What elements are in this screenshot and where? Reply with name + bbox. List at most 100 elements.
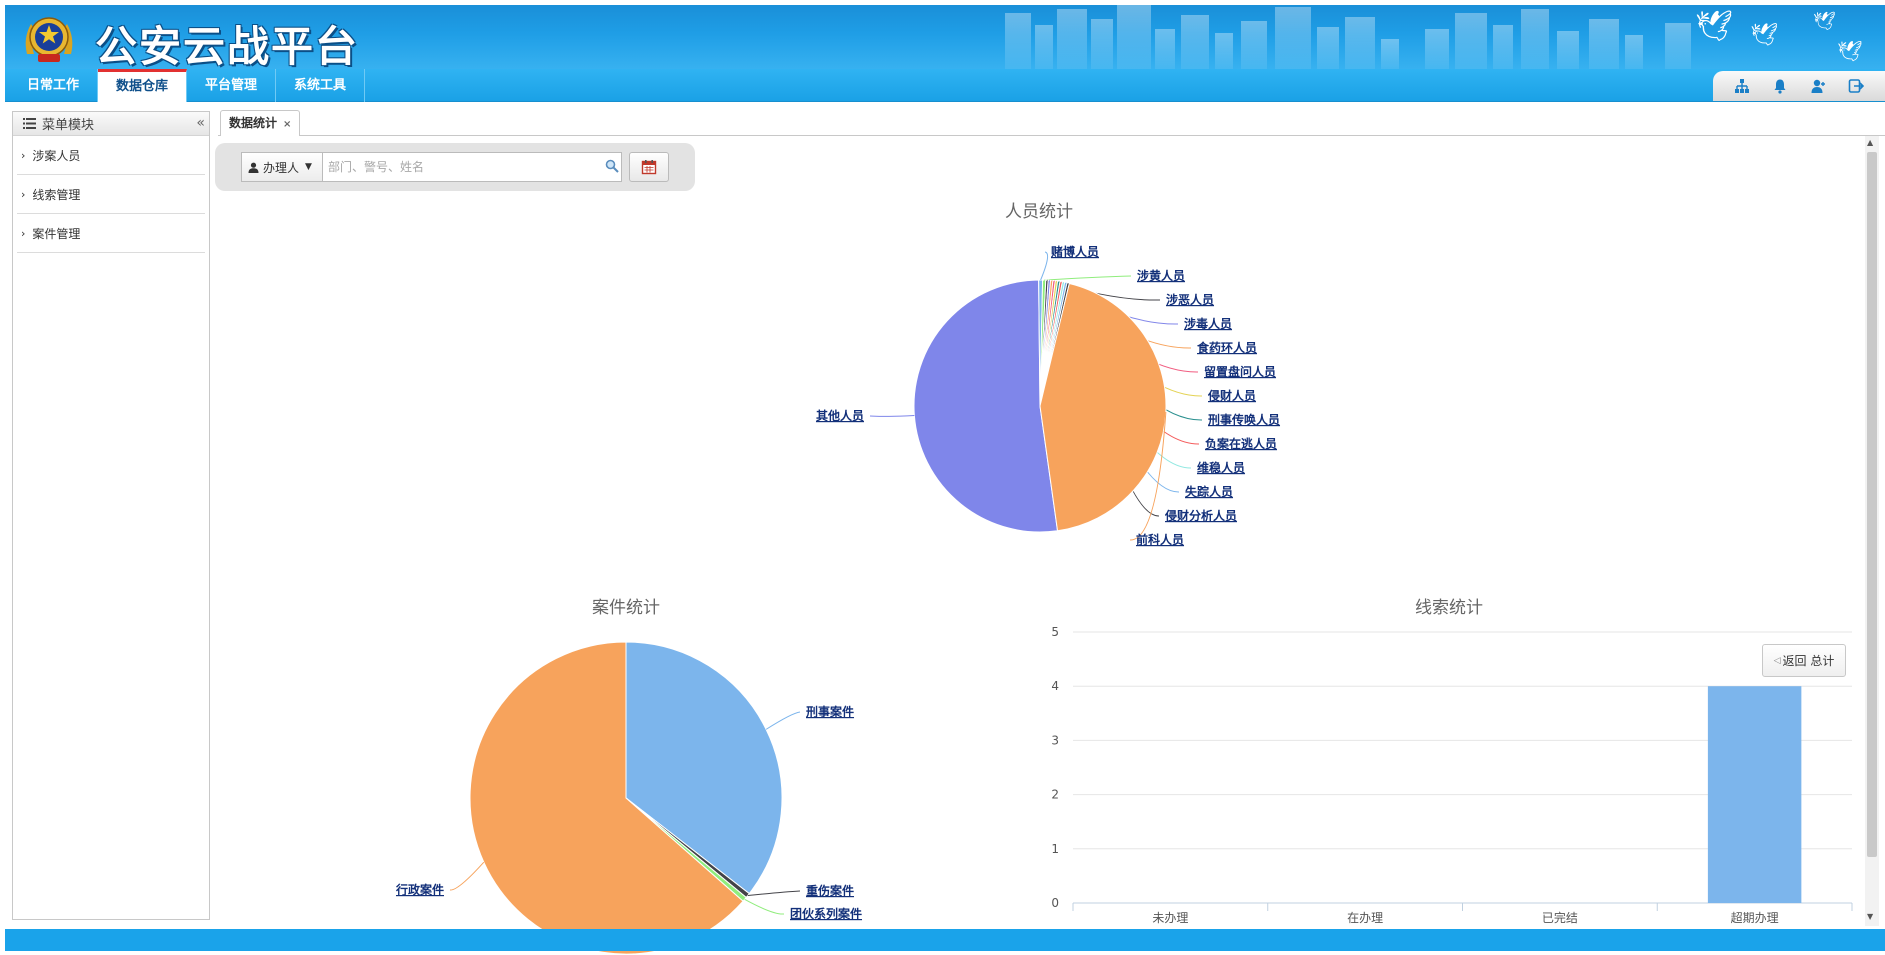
pie-label[interactable]: 涉毒人员 <box>1184 316 1232 331</box>
handler-select[interactable]: 办理人 ▼ <box>241 152 323 182</box>
pie-label[interactable]: 刑事传唤人员 <box>1208 412 1280 427</box>
pie-connector <box>1066 283 1179 492</box>
org-chart-icon[interactable] <box>1731 75 1753 97</box>
pie-slice[interactable] <box>1040 283 1069 406</box>
content-scrollbar[interactable]: ▲ ▼ <box>1865 136 1879 926</box>
pie-label[interactable]: 失踪人员 <box>1185 484 1233 499</box>
pie-slice[interactable] <box>626 798 749 897</box>
user-icon <box>248 162 259 173</box>
logout-icon[interactable] <box>1845 75 1867 97</box>
search-input[interactable] <box>322 152 622 182</box>
dove-icon: 🕊 <box>1750 23 1778 48</box>
pie-connector <box>1044 276 1131 280</box>
pie-slice[interactable] <box>1040 280 1051 406</box>
pie-connector <box>1063 282 1191 468</box>
pie-slice[interactable] <box>1040 281 1058 406</box>
pie-label[interactable]: 侵财人员 <box>1207 388 1256 403</box>
pie-label[interactable]: 刑事案件 <box>806 704 854 719</box>
pie-slice[interactable] <box>1040 280 1046 406</box>
pie-slice[interactable] <box>1040 282 1065 406</box>
pie-connector <box>766 712 800 729</box>
chevron-left-icon: ◁ <box>1774 656 1781 666</box>
nav-tab-data-warehouse[interactable]: 数据仓库 <box>98 69 187 102</box>
tab-data-statistics[interactable]: 数据统计 × <box>220 110 300 136</box>
scroll-up-arrow-icon[interactable]: ▲ <box>1867 138 1873 147</box>
collapse-double-chevron-icon[interactable]: « <box>196 115 205 131</box>
pie-slice[interactable] <box>1040 281 1055 406</box>
chevron-right-icon: › <box>21 227 25 240</box>
scroll-down-arrow-icon[interactable]: ▼ <box>1867 912 1873 921</box>
tab-label: 数据统计 <box>229 116 277 130</box>
x-tick-label: 超期办理 <box>1731 910 1779 925</box>
pie-label[interactable]: 负案在逃人员 <box>1205 436 1277 451</box>
pie-label[interactable]: 赌博人员 <box>1050 244 1099 259</box>
pie-label[interactable]: 侵财分析人员 <box>1164 508 1237 523</box>
handler-select-value: 办理人 <box>263 159 299 176</box>
pie-label[interactable]: 重伤案件 <box>806 883 854 898</box>
y-tick-label: 0 <box>1051 896 1059 910</box>
nav-tab-daily-work[interactable]: 日常工作 <box>9 69 98 102</box>
pie-label[interactable]: 前科人员 <box>1136 532 1184 547</box>
pie-label[interactable]: 涉黄人员 <box>1137 268 1185 283</box>
pie-connector <box>450 862 484 890</box>
chevron-right-icon: › <box>21 149 25 162</box>
pie-label[interactable]: 团伙系列案件 <box>790 906 862 921</box>
pie-label[interactable]: 食药环人员 <box>1196 340 1257 355</box>
pie-label[interactable]: 行政案件 <box>395 882 444 897</box>
pie-connector <box>1049 280 1178 324</box>
pie-connector <box>1054 281 1198 372</box>
sidebar-item-label: 案件管理 <box>32 225 80 242</box>
caret-down-icon: ▼ <box>305 162 312 172</box>
pie-chart-persons: 其他人员 赌博人员涉黄人员涉恶人员涉毒人员食药环人员留置盘问人员侵财人员刑事传唤人… <box>816 244 1280 547</box>
scroll-thumb[interactable] <box>1867 152 1877 857</box>
nav-tab-platform-management[interactable]: 平台管理 <box>187 69 276 102</box>
dove-icon: 🕊 <box>1813 11 1836 32</box>
chevron-right-icon: › <box>21 188 25 201</box>
pie-slice[interactable] <box>626 642 782 894</box>
content-tab-bar: 数据统计 × <box>218 110 1885 136</box>
pie-label[interactable]: 其他人员 <box>816 408 864 423</box>
pie-connector <box>1059 281 1202 420</box>
y-tick-label: 3 <box>1051 733 1059 747</box>
pie-slice[interactable] <box>1040 280 1053 406</box>
bar-chart-clues: 012345未办理在办理已完结超期办理 <box>1051 625 1852 925</box>
chart-title-clues: 线索统计 <box>1415 593 1483 618</box>
pie-connector <box>1130 412 1166 540</box>
pie-slice[interactable] <box>626 798 746 901</box>
nav-tabs: 日常工作 数据仓库 平台管理 系统工具 <box>9 69 365 102</box>
pie-label[interactable]: 涉恶人员 <box>1166 292 1214 307</box>
pie-connector <box>870 415 914 416</box>
pie-slice[interactable] <box>1040 282 1062 406</box>
return-total-button[interactable]: ◁ 返回 总计 <box>1762 644 1846 677</box>
bar[interactable] <box>1708 686 1801 903</box>
pie-slice[interactable] <box>1039 280 1043 406</box>
search-icon[interactable] <box>605 159 619 173</box>
pie-chart-cases: 刑事案件重伤案件团伙系列案件 行政案件 <box>395 642 862 954</box>
sidebar-item-case-management[interactable]: › 案件管理 <box>17 214 205 253</box>
pie-slice[interactable] <box>1040 283 1166 530</box>
sidebar-item-involved-persons[interactable]: › 涉案人员 <box>17 136 205 175</box>
y-tick-label: 4 <box>1051 679 1059 693</box>
pie-slice[interactable] <box>470 642 743 954</box>
y-tick-label: 5 <box>1051 625 1059 639</box>
pie-slice[interactable] <box>1040 280 1048 406</box>
pie-slice[interactable] <box>1040 282 1067 406</box>
sidebar-item-clue-management[interactable]: › 线索管理 <box>17 175 205 214</box>
filter-bar: 办理人 ▼ <box>215 143 695 191</box>
nav-icon-group <box>1713 71 1885 101</box>
nav-tab-system-tools[interactable]: 系统工具 <box>276 69 365 102</box>
pie-label[interactable]: 留置盘问人员 <box>1204 364 1276 379</box>
bell-icon[interactable] <box>1769 75 1791 97</box>
user-icon[interactable] <box>1807 75 1829 97</box>
pie-label[interactable]: 维稳人员 <box>1197 460 1245 475</box>
pie-slice[interactable] <box>914 280 1058 532</box>
pie-slice[interactable] <box>1040 281 1060 406</box>
footer-bar <box>5 929 1885 951</box>
main-navbar: 日常工作 数据仓库 平台管理 系统工具 <box>5 69 1885 102</box>
pie-connector <box>1047 280 1160 300</box>
calendar-button[interactable] <box>629 152 669 182</box>
app-title: 公安云战平台 <box>95 13 359 69</box>
close-icon[interactable]: × <box>283 119 291 130</box>
chart-title-cases: 案件统计 <box>592 593 660 618</box>
